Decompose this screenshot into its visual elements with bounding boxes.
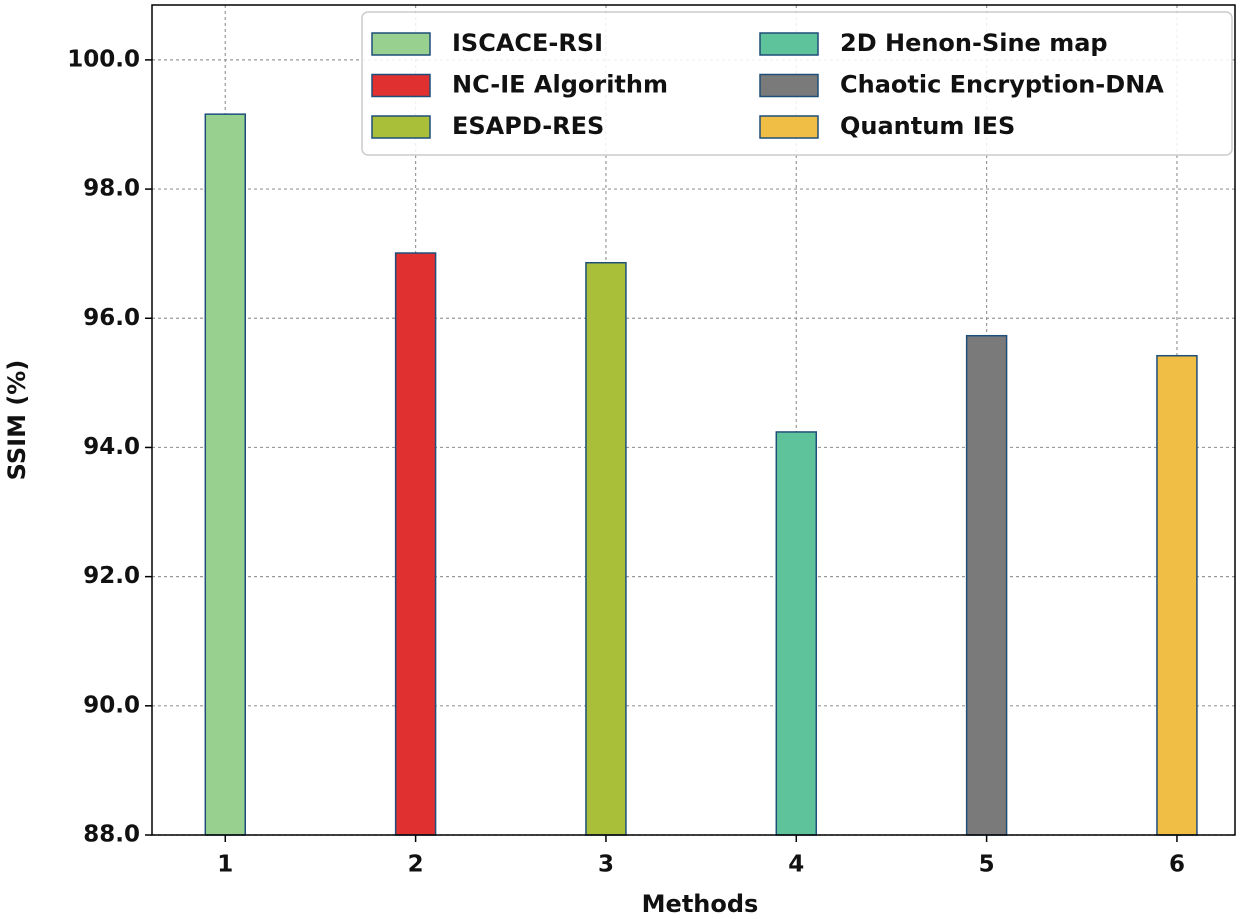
y-tick-label: 92.0 bbox=[83, 563, 140, 589]
y-tick-label: 94.0 bbox=[83, 434, 140, 460]
y-tick-label: 98.0 bbox=[83, 176, 140, 202]
legend-swatch bbox=[371, 32, 431, 56]
legend-swatch bbox=[371, 115, 431, 139]
x-axis-label: Methods bbox=[642, 890, 759, 918]
legend-swatch bbox=[371, 73, 431, 98]
y-tick-label: 88.0 bbox=[83, 822, 140, 848]
x-tick-label: 6 bbox=[1169, 852, 1185, 878]
x-tick-label: 1 bbox=[217, 852, 233, 878]
y-tick-label: 90.0 bbox=[83, 692, 140, 718]
y-tick-label: 96.0 bbox=[83, 305, 140, 331]
legend-swatch bbox=[759, 32, 819, 56]
bar bbox=[1156, 354, 1198, 836]
y-axis-label: SSIM (%) bbox=[3, 360, 31, 481]
legend-label: 2D Henon-Sine map bbox=[840, 29, 1108, 57]
x-tick-label: 4 bbox=[788, 852, 804, 878]
bar bbox=[775, 431, 818, 836]
x-tick-label: 2 bbox=[408, 852, 424, 878]
bar bbox=[394, 252, 437, 836]
legend-label: Quantum IES bbox=[840, 112, 1015, 140]
legend-swatch bbox=[759, 115, 819, 139]
legend-swatch bbox=[759, 73, 819, 98]
plot-frame bbox=[151, 4, 1236, 836]
x-tick-label: 3 bbox=[598, 852, 614, 878]
y-tick-label: 100.0 bbox=[67, 46, 140, 72]
legend-label: ESAPD-RES bbox=[452, 112, 604, 140]
legend-label: ISCACE-RSI bbox=[452, 29, 603, 57]
legend-label: NC-IE Algorithm bbox=[452, 71, 668, 99]
bar bbox=[585, 261, 627, 836]
legend-label: Chaotic Encryption-DNA bbox=[840, 71, 1164, 99]
x-tick-label: 5 bbox=[979, 852, 995, 878]
bar bbox=[965, 334, 1008, 836]
bar bbox=[204, 113, 247, 836]
